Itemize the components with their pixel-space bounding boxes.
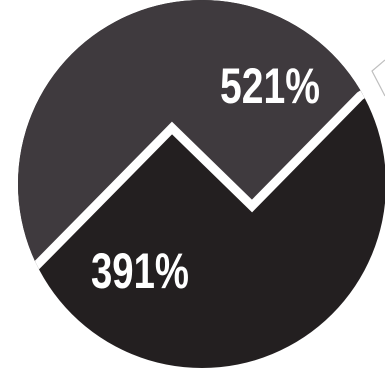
upper-segment: [18, 0, 385, 262]
lower-value-label: 391%: [91, 243, 189, 299]
pointer-line: [371, 59, 385, 97]
upper-value-label: 521%: [220, 58, 320, 114]
